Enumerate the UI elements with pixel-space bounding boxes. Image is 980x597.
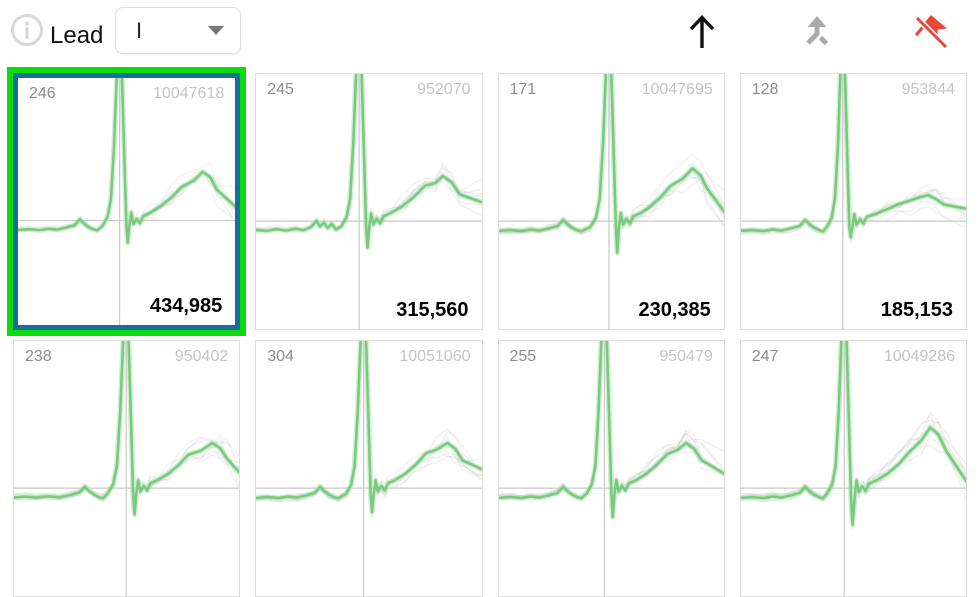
beat-value-label: 434,985 bbox=[147, 295, 225, 318]
beat-tile[interactable]: 238 950402 bbox=[13, 340, 241, 597]
ecg-waveform bbox=[14, 341, 240, 596]
beat-value-label: 315,560 bbox=[394, 299, 471, 322]
cluster-count-label: 247 bbox=[751, 348, 779, 365]
cluster-count-label: 246 bbox=[29, 85, 56, 102]
record-id-label: 950479 bbox=[659, 348, 713, 365]
cluster-count-label: 238 bbox=[25, 348, 52, 365]
cluster-count-label: 245 bbox=[267, 81, 294, 98]
ecg-waveform bbox=[740, 74, 966, 329]
toolbar: Lead I bbox=[0, 0, 980, 60]
ecg-waveform bbox=[256, 74, 482, 329]
beat-tile[interactable]: 246 10047618 434,985 bbox=[6, 67, 247, 336]
chevron-down-icon bbox=[208, 26, 224, 35]
beat-value-label: 185,153 bbox=[878, 299, 955, 322]
flag-off-button[interactable] bbox=[908, 9, 954, 55]
record-id-label: 10047695 bbox=[641, 81, 713, 98]
beat-tile[interactable]: 247 10049286 bbox=[739, 340, 967, 597]
cluster-count-label: 304 bbox=[267, 348, 294, 365]
ecg-waveform bbox=[256, 341, 482, 596]
lead-selected-value: I bbox=[136, 17, 143, 43]
lead-select[interactable]: I bbox=[115, 7, 241, 54]
info-icon[interactable] bbox=[10, 13, 44, 47]
beat-tile-grid: 246 10047618 434,985 245 952070 315,560 … bbox=[6, 67, 967, 597]
record-id-label: 952070 bbox=[417, 81, 471, 98]
ecg-waveform bbox=[740, 341, 966, 596]
ecg-waveform bbox=[18, 78, 236, 325]
record-id-label: 950402 bbox=[174, 348, 229, 365]
beat-tile[interactable]: 245 952070 315,560 bbox=[255, 73, 483, 330]
record-id-label: 10051060 bbox=[399, 348, 471, 365]
beat-tile[interactable]: 128 953844 185,153 bbox=[739, 73, 967, 330]
cluster-count-label: 171 bbox=[509, 81, 537, 98]
record-id-label: 953844 bbox=[901, 81, 955, 98]
beat-tile[interactable]: 171 10047695 230,385 bbox=[497, 73, 725, 330]
record-id-label: 10047618 bbox=[153, 85, 225, 102]
cluster-count-label: 128 bbox=[751, 81, 779, 98]
record-id-label: 10049286 bbox=[883, 348, 955, 365]
ecg-waveform bbox=[498, 341, 724, 596]
upload-arrow-button[interactable] bbox=[684, 13, 720, 51]
cluster-count-label: 255 bbox=[509, 348, 537, 365]
beat-tile[interactable]: 304 10051060 bbox=[255, 340, 483, 597]
beat-tile[interactable]: 255 950479 bbox=[497, 340, 725, 597]
ecg-waveform bbox=[498, 74, 724, 329]
merge-arrows-button[interactable] bbox=[799, 14, 835, 50]
lead-label: Lead bbox=[50, 22, 104, 49]
beat-value-label: 230,385 bbox=[636, 299, 713, 322]
